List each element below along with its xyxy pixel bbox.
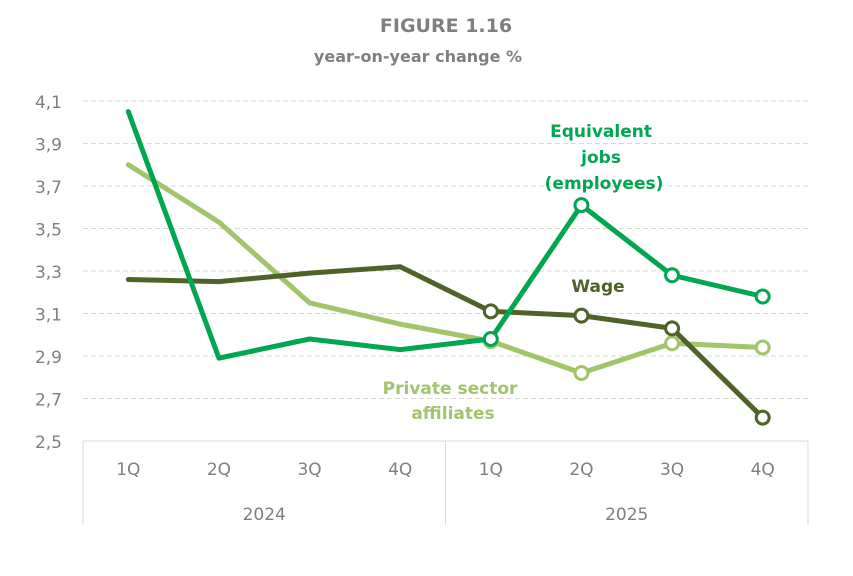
- x-tick-label: 4Q: [388, 460, 412, 480]
- data-point: [573, 197, 590, 214]
- series-line: [125, 162, 766, 376]
- chart-title: FIGURE 1.16: [380, 15, 512, 37]
- x-tick-label: 4Q: [751, 460, 775, 480]
- x-tick-label: 2Q: [569, 460, 593, 480]
- series-line: [125, 109, 766, 361]
- data-point: [664, 335, 681, 352]
- y-tick-label: 3,9: [35, 136, 62, 156]
- data-point: [573, 365, 590, 381]
- data-point: [482, 331, 499, 347]
- series-line: [125, 264, 766, 421]
- data-point: [573, 307, 590, 324]
- y-tick-label: 3,1: [35, 306, 62, 326]
- data-point: [754, 409, 771, 426]
- series-label-wage: Wage: [571, 277, 624, 297]
- series-label-private: Private sector affiliates: [383, 379, 524, 424]
- x-tick-label: 3Q: [660, 460, 684, 480]
- y-tick-label: 3,7: [35, 178, 62, 198]
- data-point: [482, 303, 499, 320]
- y-tick-label: 2,7: [35, 391, 62, 411]
- x-tick-label: 2Q: [207, 460, 231, 480]
- x-group-label: 2025: [605, 505, 648, 525]
- x-tick-label: 3Q: [297, 460, 321, 480]
- data-point: [754, 288, 771, 305]
- x-tick-label: 1Q: [479, 460, 503, 480]
- data-point: [664, 320, 681, 337]
- y-tick-label: 2,5: [35, 433, 62, 453]
- y-tick-label: 3,3: [35, 263, 62, 283]
- data-point: [664, 267, 681, 284]
- y-tick-label: 2,9: [35, 348, 62, 368]
- series-label-jobs: Equivalent jobs (employees): [545, 122, 664, 194]
- x-group-label: 2024: [243, 505, 286, 525]
- chart-subtitle: year-on-year change %: [314, 47, 522, 66]
- y-tick-label: 4,1: [35, 93, 62, 113]
- data-point: [754, 339, 771, 356]
- x-tick-label: 1Q: [116, 460, 140, 480]
- y-tick-label: 3,5: [35, 221, 62, 241]
